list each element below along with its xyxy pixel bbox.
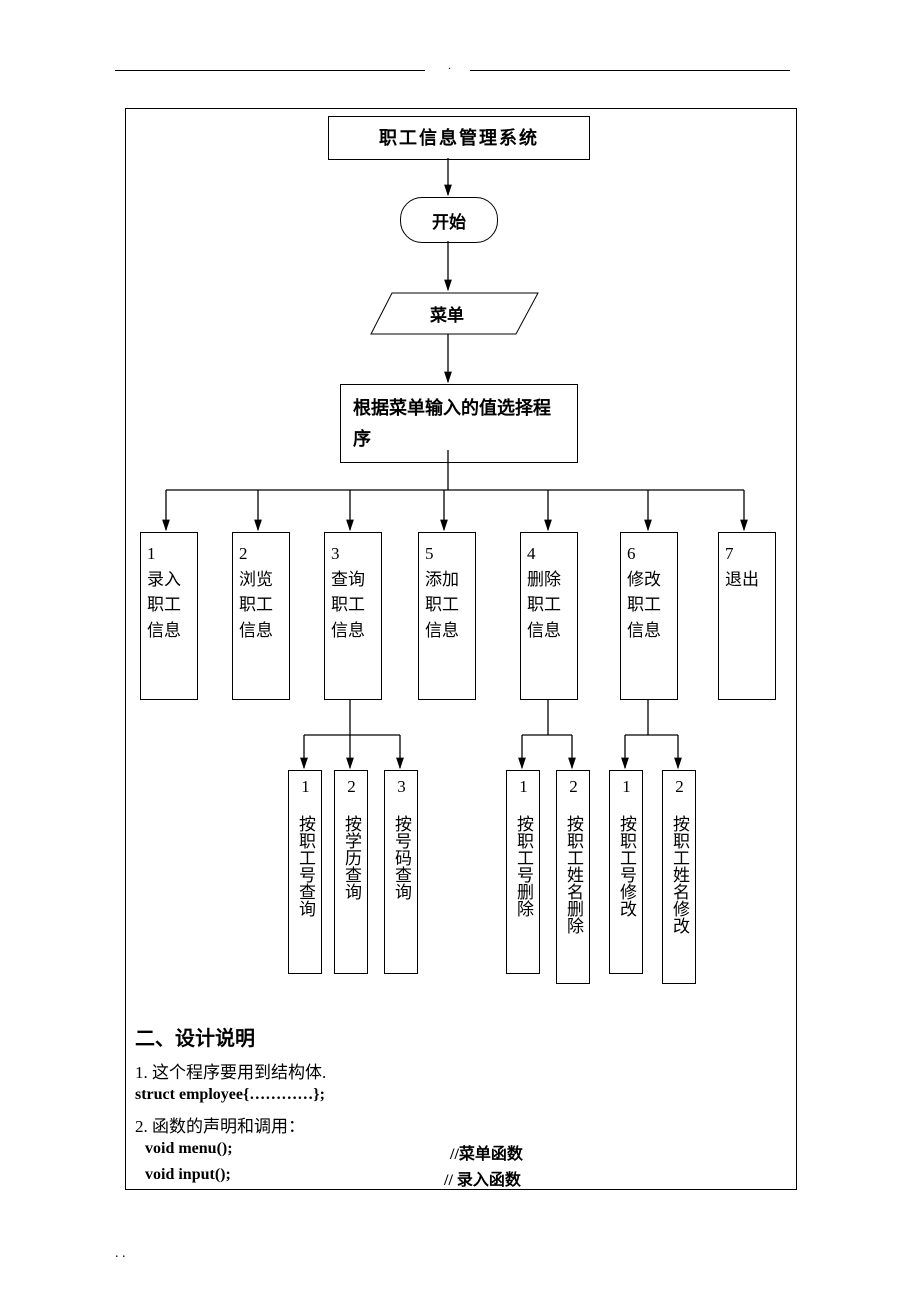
opt-6-l1: 修改 <box>627 570 661 589</box>
opt-3-num: 3 <box>331 541 375 567</box>
opt-3-l1: 查询 <box>331 570 365 589</box>
opt-5-l2: 职工 <box>425 595 459 614</box>
sub3-1-txt: 1 按职工号查询 <box>294 777 316 917</box>
sub4-1-txt: 1 按职工号删除 <box>512 777 534 917</box>
opt-2-num: 2 <box>239 541 283 567</box>
opt-3-l2: 职工 <box>331 595 365 614</box>
opt-2-browse: 2 浏览 职工 信息 <box>232 532 290 700</box>
section2-struct: struct employee{…………}; <box>135 1086 325 1104</box>
sub4-2-txt: 2 按职工姓名删除 <box>562 777 584 934</box>
opt-1-l2: 职工 <box>147 595 181 614</box>
section2-line1: 1. 这个程序要用到结构体. <box>135 1058 326 1083</box>
section2-fn1: void menu(); <box>145 1140 233 1158</box>
sub3-3-txt: 3 按号码查询 <box>390 777 412 900</box>
section2-fn1c: //菜单函数 <box>450 1140 523 1164</box>
opt-5-l3: 信息 <box>425 621 459 640</box>
node-start: 开始 <box>400 197 498 243</box>
opt-6-num: 6 <box>627 541 671 567</box>
opt-1-input: 1 录入 职工 信息 <box>140 532 198 700</box>
sub6-1: 1 按职工号修改 <box>609 770 643 974</box>
footer-dots: . . <box>115 1246 126 1262</box>
page: . 职工信息管理系统 开始 菜单 根据菜单输入的值选择程序 <box>0 0 920 1302</box>
opt-2-l1: 浏览 <box>239 570 273 589</box>
section2-line2: 2. 函数的声明和调用： <box>135 1112 305 1137</box>
title-text: 职工信息管理系统 <box>379 125 539 152</box>
sub6-1-txt: 1 按职工号修改 <box>615 777 637 917</box>
sub3-2-txt: 2 按学历查询 <box>340 777 362 900</box>
opt-6-modify: 6 修改 职工 信息 <box>620 532 678 700</box>
opt-1-l3: 信息 <box>147 621 181 640</box>
sub3-1: 1 按职工号查询 <box>288 770 322 974</box>
menu-text: 菜单 <box>430 301 464 326</box>
sub3-3: 3 按号码查询 <box>384 770 418 974</box>
opt-3-query: 3 查询 职工 信息 <box>324 532 382 700</box>
opt-6-l3: 信息 <box>627 621 661 640</box>
opt-4-delete: 4 删除 职工 信息 <box>520 532 578 700</box>
opt-4-l2: 职工 <box>527 595 561 614</box>
node-dispatch: 根据菜单输入的值选择程序 <box>340 384 578 463</box>
opt-1-num: 1 <box>147 541 191 567</box>
opt-4-l1: 删除 <box>527 570 561 589</box>
section2-fn2c: // 录入函数 <box>444 1166 521 1190</box>
opt-2-l3: 信息 <box>239 621 273 640</box>
opt-3-l3: 信息 <box>331 621 365 640</box>
section2-fn2: void input(); <box>145 1166 231 1184</box>
opt-7-exit: 7 退出 <box>718 532 776 700</box>
opt-7-l1: 退出 <box>725 570 759 589</box>
opt-6-l2: 职工 <box>627 595 661 614</box>
header-dot: . <box>448 58 451 73</box>
start-text: 开始 <box>432 208 466 233</box>
section2-heading: 二、设计说明 <box>135 1022 255 1051</box>
sub4-1: 1 按职工号删除 <box>506 770 540 974</box>
sub6-2: 2 按职工姓名修改 <box>662 770 696 984</box>
opt-4-l3: 信息 <box>527 621 561 640</box>
sub3-2: 2 按学历查询 <box>334 770 368 974</box>
opt-5-add: 5 添加 职工 信息 <box>418 532 476 700</box>
opt-1-l1: 录入 <box>147 570 181 589</box>
opt-5-l1: 添加 <box>425 570 459 589</box>
sub4-2: 2 按职工姓名删除 <box>556 770 590 984</box>
opt-4-num: 4 <box>527 541 571 567</box>
opt-7-num: 7 <box>725 541 769 567</box>
dispatch-text: 根据菜单输入的值选择程序 <box>353 398 551 449</box>
header-rule-left <box>115 70 425 71</box>
header-rule-right <box>470 70 790 71</box>
node-title: 职工信息管理系统 <box>328 116 590 160</box>
sub6-2-txt: 2 按职工姓名修改 <box>668 777 690 934</box>
opt-2-l2: 职工 <box>239 595 273 614</box>
opt-5-num: 5 <box>425 541 469 567</box>
